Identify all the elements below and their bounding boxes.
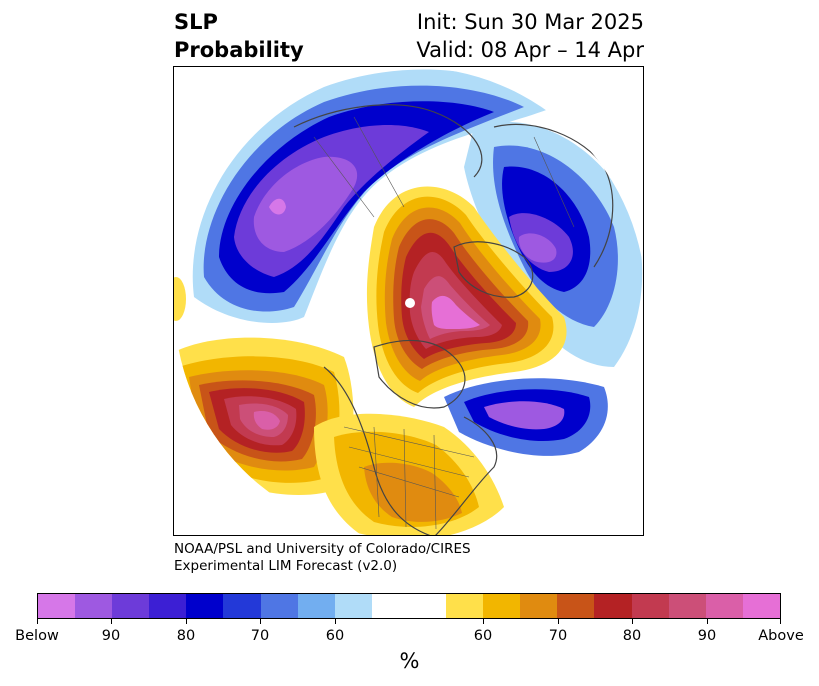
colorbar-segment bbox=[75, 594, 113, 618]
valid-range: Valid: 08 Apr – 14 Apr bbox=[416, 38, 644, 62]
colorbar-segment bbox=[520, 594, 558, 618]
colorbar-tick-label: Below bbox=[15, 628, 59, 644]
colorbar-tick-label: 80 bbox=[622, 628, 642, 644]
colorbar-tick bbox=[186, 619, 187, 624]
colorbar-segment bbox=[149, 594, 187, 618]
anomaly-low-europe bbox=[464, 121, 643, 367]
colorbar-tick-label: 70 bbox=[548, 628, 568, 644]
colorbar-tick bbox=[37, 619, 38, 624]
colorbar-segment bbox=[483, 594, 521, 618]
colorbar-ticks: Below 90 80 70 60 60 70 80 90 Above bbox=[15, 619, 804, 649]
colorbar-segment bbox=[705, 594, 743, 618]
title-variable: SLP bbox=[174, 10, 218, 34]
colorbar-segment bbox=[186, 594, 224, 618]
colorbar-tick-label: 90 bbox=[101, 628, 121, 644]
colorbar-unit: % bbox=[399, 649, 420, 673]
colorbar-tick-label: 80 bbox=[176, 628, 196, 644]
credit: NOAA/PSL and University of Colorado/CIRE… bbox=[174, 541, 471, 575]
colorbar-segment bbox=[112, 594, 150, 618]
colorbar-segment bbox=[631, 594, 669, 618]
anomaly-high-arctic bbox=[366, 186, 567, 407]
colorbar-tick bbox=[558, 619, 559, 624]
anomaly-low-atlantic-center bbox=[484, 401, 565, 430]
north-pole-marker bbox=[405, 298, 415, 308]
title-type: Probability bbox=[174, 38, 304, 62]
map-plot bbox=[174, 67, 643, 535]
colorbar-tick bbox=[780, 619, 781, 624]
anomaly-low-eurasia bbox=[192, 69, 555, 323]
title-right: Init: Sun 30 Mar 2025 Valid: 08 Apr – 14… bbox=[416, 8, 644, 64]
colorbar-tick bbox=[483, 619, 484, 624]
colorbar-segment bbox=[260, 594, 298, 618]
colorbar-segment bbox=[223, 594, 261, 618]
credit-line-1: NOAA/PSL and University of Colorado/CIRE… bbox=[174, 541, 471, 557]
polar-map bbox=[173, 66, 644, 536]
colorbar-tick-label: 60 bbox=[325, 628, 345, 644]
anomaly-high-north-america bbox=[314, 413, 504, 535]
colorbar-segment bbox=[38, 594, 76, 618]
colorbar-segment bbox=[557, 594, 595, 618]
borders bbox=[313, 116, 575, 530]
title-left: SLP Probability bbox=[174, 8, 304, 64]
colorbar-tick bbox=[335, 619, 336, 624]
colorbar-tick-label: 90 bbox=[697, 628, 717, 644]
colorbar bbox=[37, 593, 781, 619]
colorbar-segment bbox=[297, 594, 335, 618]
init-date: Init: Sun 30 Mar 2025 bbox=[416, 10, 644, 34]
colorbar-segment bbox=[446, 594, 484, 618]
colorbar-tick bbox=[260, 619, 261, 624]
colorbar-segment bbox=[371, 594, 447, 618]
colorbar-tick-label: 60 bbox=[473, 628, 493, 644]
colorbar-tick bbox=[632, 619, 633, 624]
colorbar-tick-label: 70 bbox=[250, 628, 270, 644]
colorbar-tick-label: Above bbox=[758, 628, 804, 644]
credit-line-2: Experimental LIM Forecast (v2.0) bbox=[174, 558, 398, 574]
colorbar-tick bbox=[111, 619, 112, 624]
colorbar-segment bbox=[594, 594, 632, 618]
edge-anomaly bbox=[174, 277, 186, 321]
colorbar-segment bbox=[668, 594, 706, 618]
colorbar-segment bbox=[742, 594, 780, 618]
colorbar-tick bbox=[707, 619, 708, 624]
colorbar-segment bbox=[334, 594, 372, 618]
